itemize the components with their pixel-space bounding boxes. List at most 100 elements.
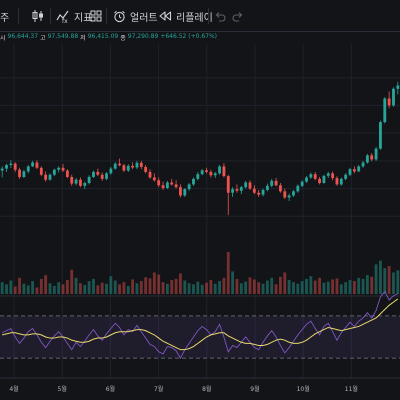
candle-body	[170, 182, 174, 185]
top-toolbar: 주 fx 지표 얼러트 리플레이	[0, 0, 400, 32]
candle-body	[35, 162, 39, 168]
interval-button[interactable]: 주	[0, 8, 9, 24]
chart-type-button[interactable]	[32, 8, 44, 24]
candle-body	[5, 165, 8, 169]
redo-button[interactable]	[232, 8, 244, 24]
candle-body	[174, 184, 178, 188]
candle-body	[348, 169, 352, 175]
candle-body	[300, 181, 304, 186]
volume-bar	[392, 272, 395, 294]
candle-body	[131, 165, 135, 168]
chart-grid	[0, 44, 400, 378]
interval-label: 주	[0, 12, 10, 24]
volume-bar	[379, 260, 382, 294]
alerts-button[interactable]: 얼러트	[113, 8, 158, 24]
volume-bar	[44, 275, 48, 294]
candle-body	[139, 162, 143, 167]
volume-bar	[274, 284, 278, 294]
candle-body	[26, 166, 30, 172]
candle-body	[244, 182, 248, 188]
candle-body	[261, 189, 265, 195]
candle-body	[352, 169, 356, 172]
volume-bar	[335, 278, 339, 294]
candle-body	[192, 178, 195, 185]
volume-bar	[170, 280, 174, 294]
candle-body	[379, 122, 382, 149]
candle-body	[209, 171, 213, 176]
volume-bar	[257, 282, 261, 294]
candle-body	[357, 166, 361, 172]
candle-body	[292, 191, 295, 196]
candle-body	[239, 187, 243, 191]
volume-bar	[222, 277, 226, 294]
candle-body	[257, 192, 261, 195]
volume-bar	[61, 284, 65, 294]
price-chart[interactable]	[0, 44, 400, 384]
volume-bar	[396, 270, 400, 294]
volume-bar	[231, 271, 235, 294]
candle-body	[322, 175, 326, 184]
volume-bar	[322, 282, 326, 294]
candle-body	[113, 163, 117, 169]
candle-body	[318, 178, 321, 184]
candle-body	[126, 165, 130, 171]
candle-body	[96, 171, 100, 175]
volume-bar	[283, 272, 287, 294]
volume-bar	[331, 279, 335, 294]
volume-bar	[270, 277, 274, 294]
undo-button[interactable]	[214, 8, 226, 24]
candle-body	[31, 162, 35, 167]
redo-icon	[232, 10, 244, 22]
candle-body	[252, 188, 256, 193]
volume-bar	[339, 284, 343, 294]
candle-body	[287, 195, 291, 198]
volume-bar	[365, 275, 369, 294]
volume-bar	[292, 282, 295, 294]
candle-body	[87, 176, 91, 184]
candle-body	[339, 178, 343, 185]
candle-body	[157, 180, 161, 186]
rsi-band-background	[0, 315, 400, 359]
volume-bar	[5, 284, 8, 294]
candle-body	[218, 166, 221, 174]
volume-bar	[96, 285, 100, 294]
volume-bar	[35, 287, 39, 294]
volume-bar	[235, 278, 239, 294]
indicators-button[interactable]: fx 지표	[56, 8, 92, 24]
candle-body	[187, 184, 191, 190]
volume-bar	[305, 278, 308, 294]
candle-body	[39, 167, 43, 175]
candle-body	[152, 177, 156, 181]
alerts-label: 얼러트	[130, 12, 158, 24]
month-tick-label: 6월	[105, 386, 116, 393]
candle-body	[396, 85, 400, 89]
change-value: +646.52 (+0.67%)	[160, 33, 218, 40]
candle-body	[118, 163, 121, 166]
candle-body	[200, 170, 204, 175]
candle-body	[196, 174, 200, 179]
volume-bar	[131, 279, 135, 294]
volume-bar	[65, 280, 69, 294]
volume-bar	[139, 281, 143, 294]
volume-bar	[313, 280, 317, 294]
candle-body	[44, 174, 48, 180]
candle-body	[387, 98, 391, 106]
replay-button[interactable]: 리플레이	[158, 8, 213, 24]
volume-bar	[48, 283, 52, 294]
volume-bar	[192, 284, 195, 294]
volume-bar	[122, 282, 126, 294]
volume-bar	[118, 284, 121, 294]
toolbar-divider	[50, 8, 51, 24]
ohlc-legend: 시 96,644.37 고 97,549.88 저 96,415.09 종 97…	[0, 33, 217, 43]
volume-bar	[244, 281, 248, 294]
volume-bar	[196, 281, 200, 294]
open-value: 96,644.37	[7, 33, 39, 40]
candle-body	[335, 178, 339, 185]
candle-body	[265, 185, 269, 190]
volume-layer	[0, 252, 400, 294]
volume-bar	[0, 282, 4, 294]
volume-bar	[200, 284, 204, 294]
layouts-button[interactable]	[90, 8, 102, 24]
volume-bar	[213, 283, 217, 294]
volume-bar	[318, 277, 321, 294]
